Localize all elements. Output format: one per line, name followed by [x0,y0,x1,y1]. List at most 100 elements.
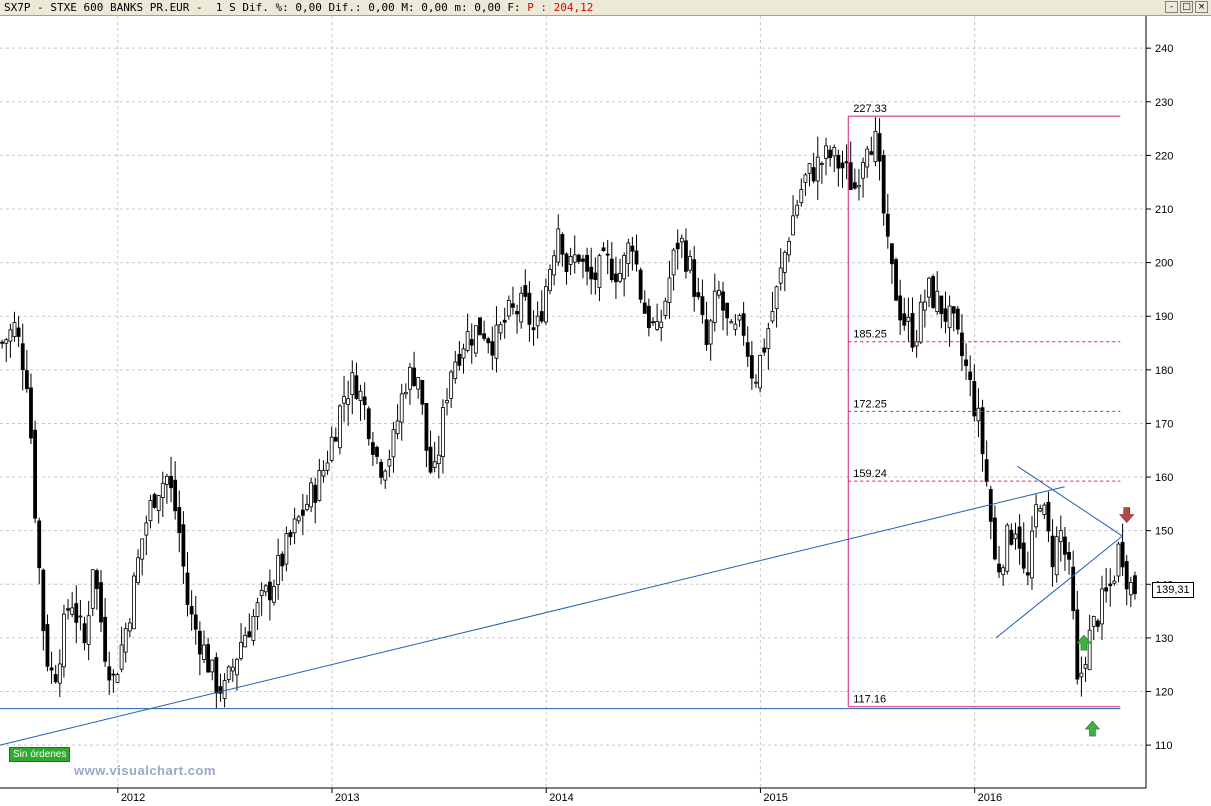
y-tick-label: 120 [1155,687,1173,699]
candle-body [247,631,252,638]
candle-body [993,517,997,560]
candle-body [519,292,524,323]
price-axis: 1101201301401501601701801902002102202302… [1145,16,1211,788]
signal-markers [1076,507,1135,737]
candle-body [836,154,841,169]
candle-body [638,269,643,300]
candle-body [815,156,820,182]
candle-body [66,608,70,611]
candle-body [206,644,211,673]
candle-body [696,292,701,298]
candle-body [749,355,754,379]
candle-body [774,286,779,310]
candle-body [1124,561,1129,590]
candle-body [317,470,322,501]
candle-body [857,185,861,188]
candle-body [679,237,684,243]
fibonacci-retracement[interactable]: 227.33 185.25 172.25 159.24 117.16 [847,103,1121,708]
candle-body [725,302,730,319]
candle-body [177,507,182,534]
candle-body [305,503,309,510]
candle-body [976,407,981,422]
candle-body [980,407,985,455]
candle-body [634,250,639,265]
candle-body [791,215,795,236]
candle-body [906,316,911,322]
trendline [0,486,1065,746]
candle-body [218,686,223,694]
candle-body [235,658,239,676]
price-chart[interactable]: 227.33 185.25 172.25 159.24 117.16 110 120 130… [0,16,1211,806]
candle-body [943,308,948,322]
candle-body [70,607,75,615]
candle-body [692,259,697,297]
candle-body [160,482,165,498]
candle-body [165,475,169,485]
candle-body [1108,583,1113,587]
plot-area [0,16,1146,788]
candle-body [766,328,771,349]
y-tick-label: 210 [1155,204,1173,216]
candle-body [136,557,140,584]
candle-body [712,290,717,323]
candle-body [239,641,243,659]
candle-body [914,341,919,347]
candle-body [964,359,968,367]
candle-body [902,313,907,326]
candle-body [618,273,622,282]
candle-body [498,324,503,334]
maximize-button[interactable]: □ [1180,1,1193,13]
candle-body [1054,536,1059,576]
candle-body [684,240,688,272]
candle-body [622,255,627,280]
close-button[interactable]: × [1195,1,1208,13]
candle-body [62,613,66,668]
candle-body [1034,504,1038,528]
candle-body [29,387,33,439]
candle-body [556,228,561,263]
candle-body [185,572,190,605]
candle-body [57,663,62,684]
candle-body [881,155,886,214]
candle-body [424,402,429,451]
trendlines[interactable] [0,465,1123,746]
minimize-button[interactable]: - [1165,1,1178,13]
time-axis: 2012 2013 2014 2015 2016 [0,787,1211,806]
trendline [995,535,1123,639]
candle-body [263,585,268,593]
candle-body [375,446,379,457]
candle-body [1030,530,1034,579]
candle-body [717,290,721,296]
candle-body [659,321,664,329]
candle-body [782,252,787,273]
candle-body [877,133,882,162]
candle-body [325,462,330,471]
candle-body [655,321,660,330]
candle-body [1038,508,1043,512]
candle-body [482,333,487,339]
candle-body [45,624,50,667]
candle-body [543,286,548,323]
candle-body [53,674,58,683]
candle-body [222,680,227,699]
y-tick-label: 160 [1155,472,1173,484]
candle-body [428,446,433,473]
candle-body [1042,504,1047,515]
candle-body [733,323,738,330]
candle-body [1067,551,1071,560]
candle-body [272,586,276,603]
candle-body [490,341,495,356]
candle-body [1005,524,1010,572]
candle-body [918,301,923,343]
arrow-down-icon [1119,507,1135,524]
candle-body [1001,567,1006,575]
candle-body [280,553,285,567]
candle-body [951,306,956,314]
candle-body [441,407,445,457]
candle-body [296,516,301,522]
y-tick-label: 110 [1155,740,1173,752]
orders-badge[interactable]: Sin órdenes [9,747,71,762]
candle-body [127,622,132,632]
candle-body [848,162,853,191]
candle-body [111,673,116,676]
